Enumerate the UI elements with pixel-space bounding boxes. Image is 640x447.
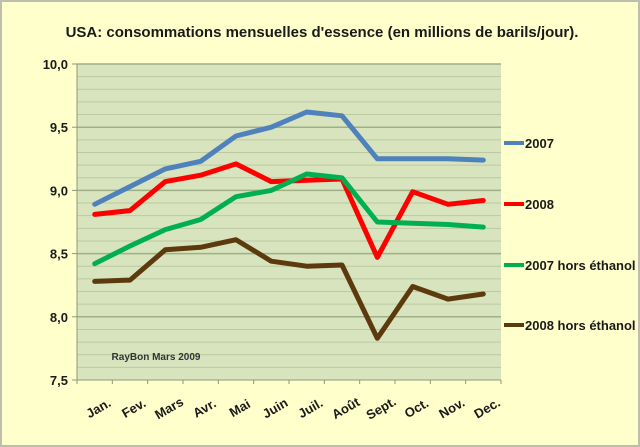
series-line-2 [92, 171, 486, 267]
legend-label: 2007 hors éthanol [525, 258, 636, 273]
y-tick-label: 10,0 [43, 57, 68, 72]
x-tick-label: Juil. [295, 395, 325, 421]
series-group [92, 109, 486, 341]
series-line-3 [92, 237, 486, 341]
legend: 2007 2008 2007 hors éthanol 2008 hors éthan… [504, 136, 636, 333]
x-tick-label: Nov. [436, 395, 467, 422]
legend-label: 2008 hors éthanol [525, 318, 636, 333]
x-tick-label: Fev. [119, 395, 148, 421]
legend-label: 2007 [525, 136, 554, 151]
y-tick-label: 7,5 [50, 373, 68, 388]
grid [77, 63, 501, 368]
x-tick-label: Mars [152, 394, 186, 422]
x-tick-label: Juin [260, 395, 291, 421]
x-tick-label: Avr. [190, 396, 218, 421]
y-tick-label: 8,5 [50, 247, 68, 262]
x-tick-label: Oct. [402, 395, 431, 421]
x-tick-label: Dec. [471, 395, 502, 422]
chart-title: USA: consommations mensuelles d'essence … [65, 24, 579, 41]
y-tick-label: 9,5 [50, 120, 68, 135]
x-tick-label: Jan. [83, 395, 113, 421]
series-line-0 [92, 109, 486, 207]
x-tick-label: Sept. [364, 394, 399, 423]
x-tick-label: Août [329, 394, 363, 422]
annotation: RayBon Mars 2009 [112, 352, 201, 363]
x-tick-label: Mai [227, 396, 253, 420]
legend-label: 2008 [525, 197, 554, 212]
y-tick-label: 9,0 [50, 183, 68, 198]
y-tick-label: 8,0 [50, 310, 68, 325]
